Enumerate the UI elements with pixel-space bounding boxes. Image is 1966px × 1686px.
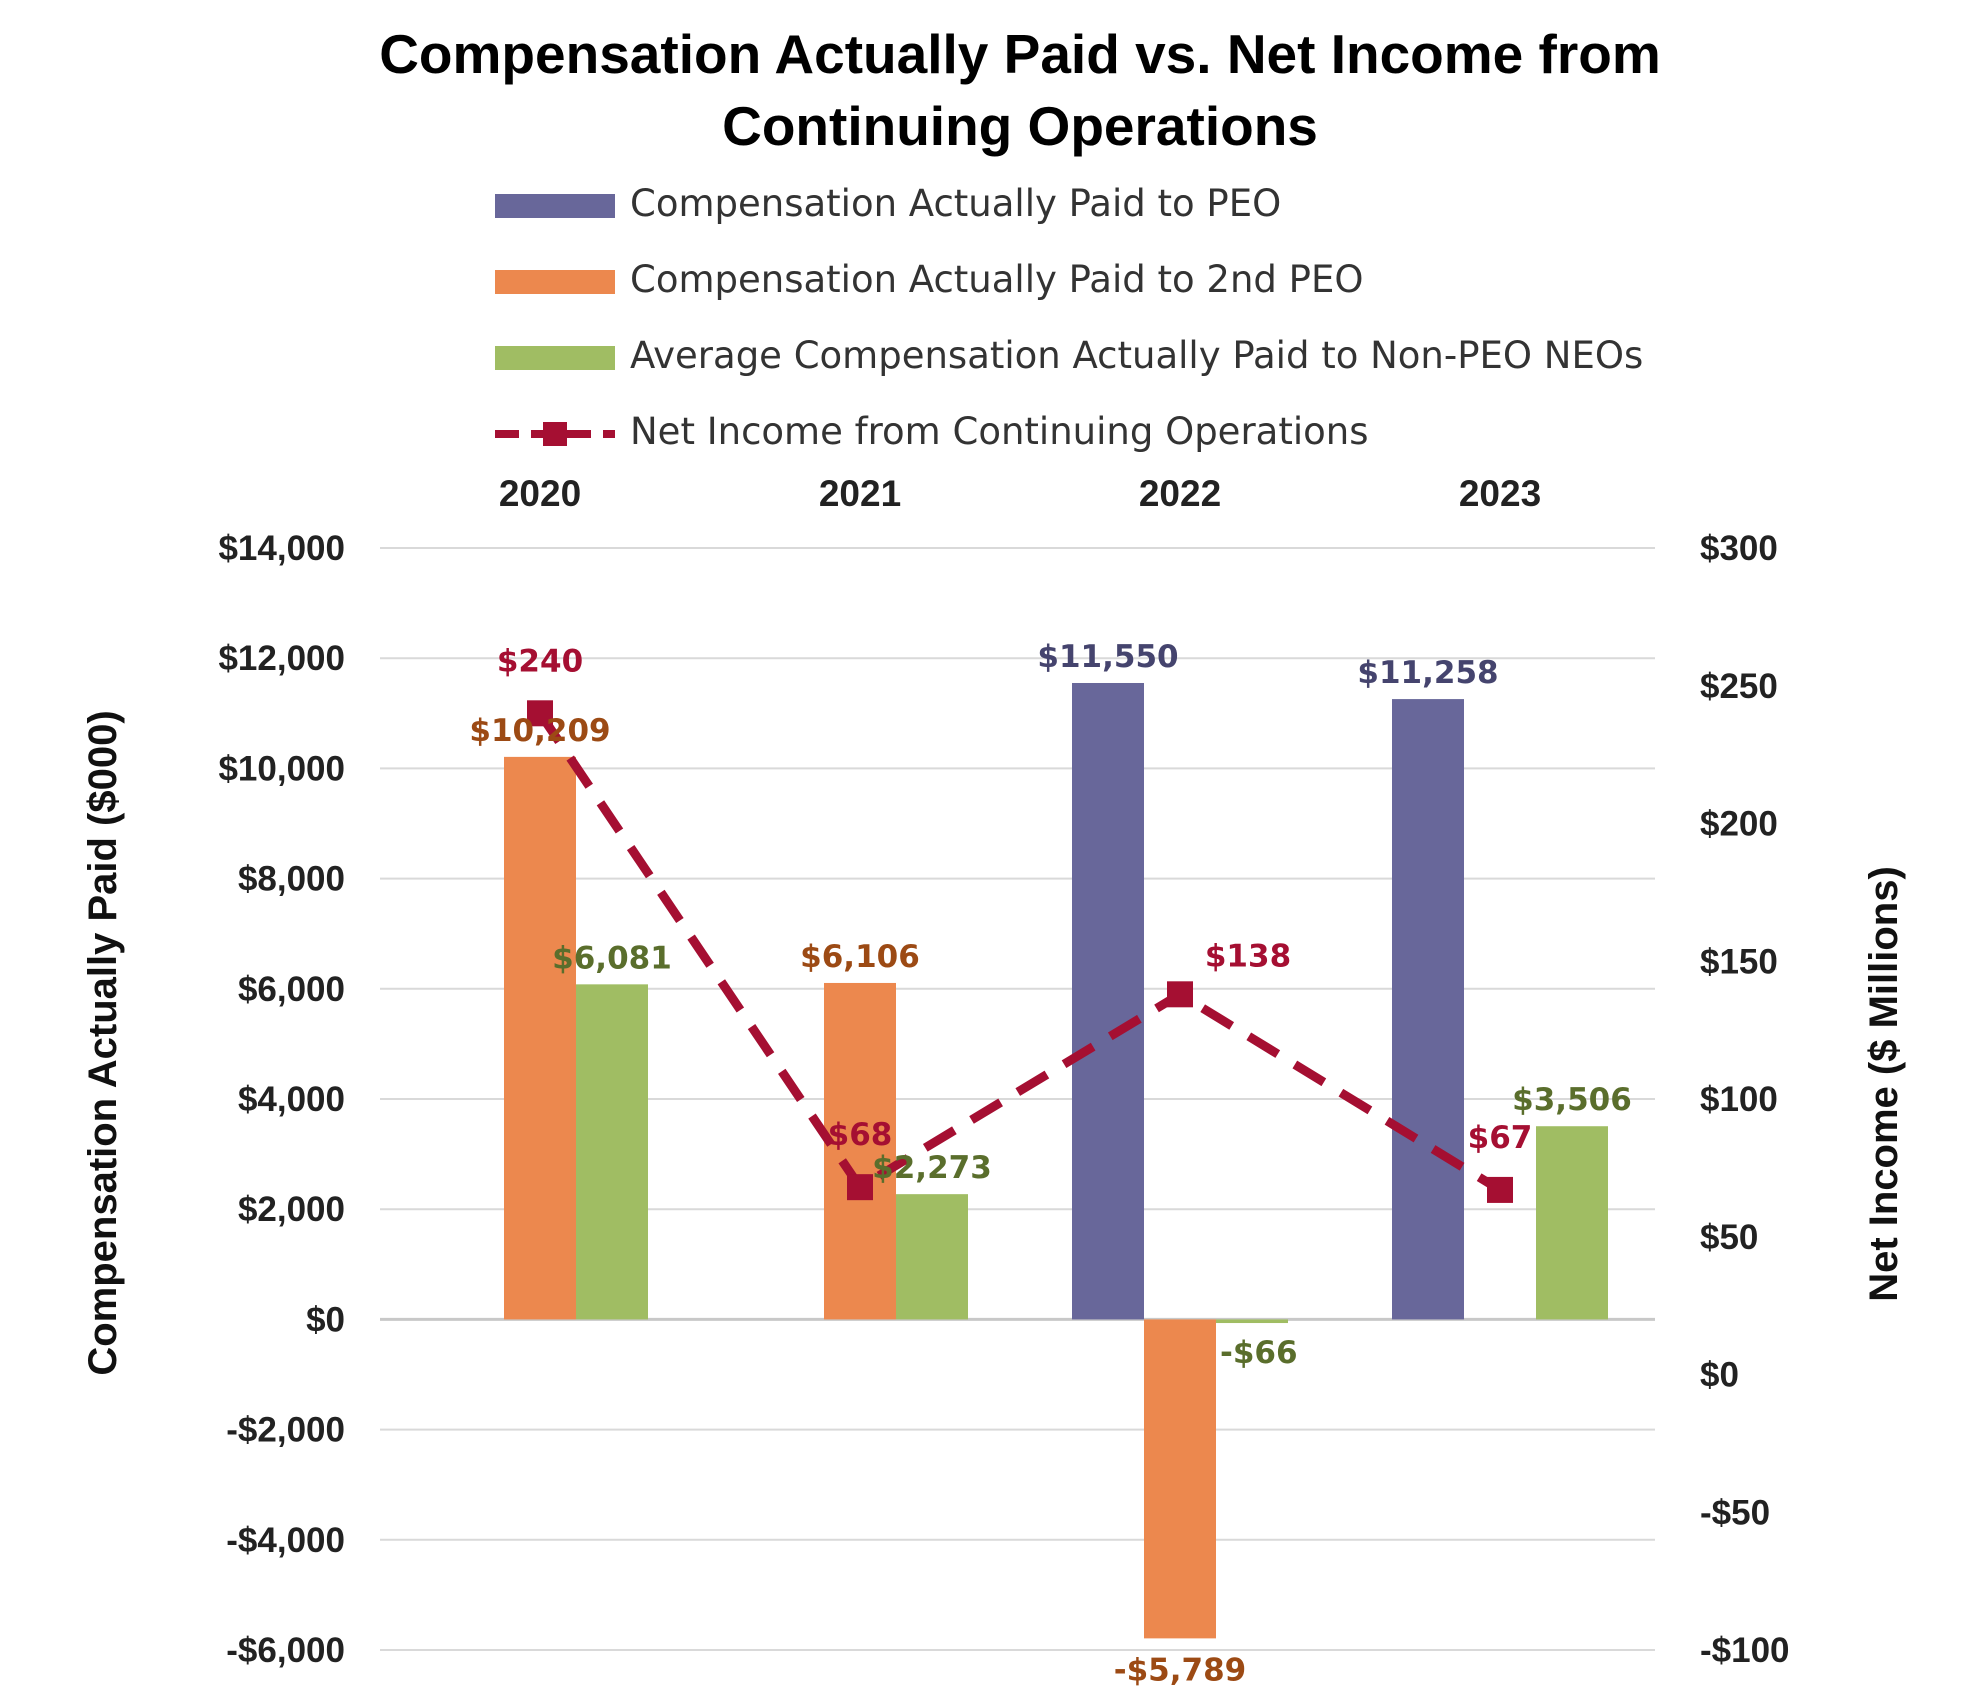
bar-peo-label: $11,258	[1357, 655, 1498, 691]
y-left-tick-label: $12,000	[218, 639, 345, 678]
legend-item-non-peo: Average Compensation Actually Paid to No…	[495, 328, 1695, 388]
bar-peo-label: $11,550	[1037, 639, 1178, 675]
y-right-tick-label: $0	[1700, 1356, 1739, 1395]
y-right-tick-label: -$100	[1700, 1631, 1790, 1670]
net-income-label: $240	[497, 643, 583, 679]
legend-swatch-net-income	[495, 422, 615, 446]
y-left-tick-label: $2,000	[238, 1190, 345, 1229]
net-income-label: $138	[1205, 938, 1291, 974]
bar-2nd-peo-label: -$5,789	[1114, 1652, 1247, 1686]
net-income-marker-2022	[1167, 981, 1193, 1008]
bar-peo-2023	[1392, 699, 1464, 1320]
bar-2nd-peo-label: $10,209	[469, 713, 610, 749]
y-left-tick-label: $8,000	[238, 860, 345, 899]
legend-label-peo: Compensation Actually Paid to PEO	[630, 182, 1282, 225]
y-axis-right-title: Net Income ($ Millions)	[1862, 866, 1906, 1302]
x-category-label: 2020	[499, 473, 581, 514]
legend-item-peo: Compensation Actually Paid to PEO	[495, 176, 1695, 236]
bar-2nd-peo-2020	[504, 756, 576, 1320]
y-axis-left-title: Compensation Actually Paid ($000)	[81, 710, 125, 1375]
bar-non-peo-2020	[576, 984, 648, 1320]
y-right-tick-label: $100	[1700, 1080, 1778, 1119]
net-income-line-path	[536, 710, 1503, 1194]
chart-title-line-2: Continuing Operations	[722, 95, 1318, 157]
bar-peo-2022	[1072, 682, 1144, 1320]
x-category-label: 2022	[1139, 473, 1221, 514]
legend-label-net-income: Net Income from Continuing Operations	[630, 410, 1369, 453]
net-income-marker-2023	[1487, 1176, 1513, 1203]
bar-2nd-peo-2022	[1144, 1319, 1216, 1639]
net-income-marker-2021	[847, 1174, 873, 1201]
net-income-marker-2020	[527, 700, 553, 727]
bar-2nd-peo-2021	[824, 982, 896, 1320]
legend-swatch-2nd-peo	[495, 270, 615, 294]
legend-item-net-income: Net Income from Continuing Operations	[495, 404, 1695, 464]
bar-non-peo-label: $3,506	[1512, 1082, 1632, 1118]
chart-title: Compensation Actually Paid vs. Net Incom…	[0, 18, 1966, 162]
y-left-tick-label: -$4,000	[226, 1521, 345, 1560]
bar-non-peo-label: -$66	[1220, 1335, 1298, 1371]
legend-label-non-peo: Average Compensation Actually Paid to No…	[630, 334, 1644, 377]
legend-swatch-peo	[495, 194, 615, 218]
net-income-line	[527, 700, 1513, 1203]
y-right-tick-label: $150	[1700, 942, 1778, 981]
chart-title-line-1: Compensation Actually Paid vs. Net Incom…	[379, 23, 1661, 85]
y-left-tick-label: $0	[306, 1300, 345, 1339]
bar-non-peo-2021	[896, 1194, 968, 1320]
net-income-label: $68	[828, 1117, 893, 1153]
bar-non-peo-label: $6,081	[552, 940, 672, 976]
y-right-tick-label: $250	[1700, 667, 1778, 706]
y-right-tick-label: $200	[1700, 805, 1778, 844]
x-category-label: 2023	[1459, 473, 1541, 514]
y-left-tick-label: $14,000	[218, 529, 345, 568]
bar-non-peo-2023	[1536, 1126, 1608, 1320]
y-left-tick-label: -$2,000	[226, 1411, 345, 1450]
y-left-tick-label: -$6,000	[226, 1631, 345, 1670]
y-right-tick-label: $300	[1700, 529, 1778, 568]
y-right-tick-label: -$50	[1700, 1493, 1770, 1532]
bar-non-peo-label: $2,273	[872, 1150, 992, 1186]
bar-non-peo-2022	[1216, 1319, 1288, 1324]
legend-item-2nd-peo: Compensation Actually Paid to 2nd PEO	[495, 252, 1695, 312]
bars	[504, 682, 1608, 1639]
y-left-tick-label: $4,000	[238, 1080, 345, 1119]
y-left-tick-label: $10,000	[218, 749, 345, 788]
data-labels: $11,550 $11,258 $10,209 $6,106 -$5,789 $6,081…	[469, 639, 1631, 1686]
net-income-label: $67	[1468, 1120, 1533, 1156]
x-category-label: 2021	[819, 473, 901, 514]
bar-2nd-peo-label: $6,106	[800, 939, 920, 975]
y-right-tick-label: $50	[1700, 1218, 1758, 1257]
legend-swatch-non-peo	[495, 346, 615, 370]
axis-ticks: $14,000 $12,000 $10,000 $8,000 $6,000 $4,000 $…	[218, 473, 1789, 1670]
legend-label-2nd-peo: Compensation Actually Paid to 2nd PEO	[630, 258, 1364, 301]
y-left-tick-label: $6,000	[238, 970, 345, 1009]
